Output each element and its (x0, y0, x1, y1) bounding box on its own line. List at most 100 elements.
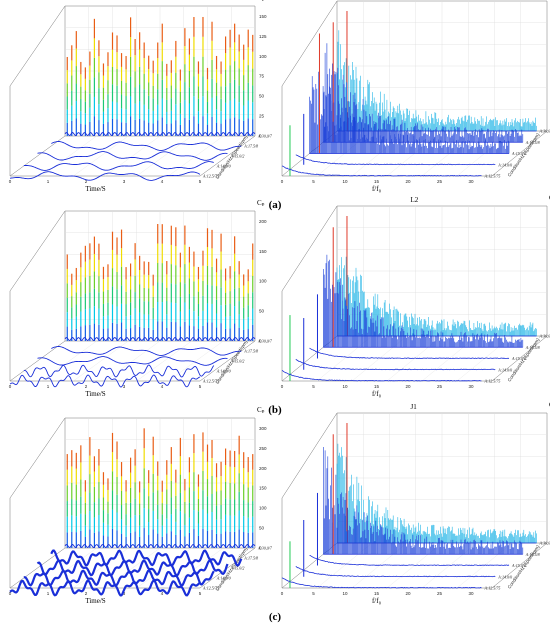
series-line (281, 370, 482, 382)
x-tick-label: 1 (47, 384, 50, 389)
axis-edge (491, 542, 548, 589)
z-tick-label: 100 (259, 54, 267, 59)
series-line (23, 364, 215, 378)
grid-line (73, 547, 129, 589)
series-label: A:17.5/8 (525, 345, 540, 350)
corner-label: Cₚ (257, 199, 265, 207)
grid-line (41, 340, 97, 382)
x-tick-label: 30 (468, 179, 474, 184)
series-line (9, 374, 201, 388)
x-tick-label: 10 (342, 179, 348, 184)
axes-box (9, 210, 256, 382)
grid-line (41, 547, 97, 589)
x-tick-label: 15 (374, 384, 380, 389)
x-tick-label: 5 (312, 384, 315, 389)
chart-0-left: 012345Time/S0255075100125150CₚCondition/… (9, 0, 273, 193)
series-label: A:15.0/2 (230, 566, 245, 571)
grid-line (168, 340, 224, 382)
axis-edge (9, 5, 66, 87)
series-line (9, 579, 201, 597)
series-label: A:14.0/0 (216, 164, 231, 169)
charts-layer: 012345Time/S0255075100125150CₚCondition/… (9, 0, 550, 605)
series-1 (323, 227, 524, 348)
series-3 (23, 364, 215, 378)
z-tick-label: 150 (259, 14, 267, 19)
series-2 (37, 151, 228, 161)
axes-box (281, 205, 548, 382)
panel-label-b: (b) (268, 404, 282, 416)
x-axis-label: f/f₀ (372, 597, 382, 605)
axes-box (281, 412, 548, 589)
series-label: A:30,0/7 (257, 134, 273, 140)
grid-line (168, 135, 224, 177)
series-0 (64, 223, 256, 342)
series-4 (281, 541, 482, 589)
axis-edge (491, 130, 548, 177)
x-tick-label: 0 (9, 384, 12, 389)
x-axis-label: f/f₀ (372, 390, 382, 398)
series-line (281, 577, 482, 589)
z-tick-label: 0 (259, 134, 262, 139)
series-4 (9, 171, 201, 181)
series-line (9, 171, 201, 181)
z-tick-label: 200 (259, 219, 267, 224)
series-0 (64, 428, 256, 549)
corner-label: Cₚ (257, 0, 265, 2)
x-tick-label: 5 (199, 591, 202, 596)
z-tick-label: 50 (259, 94, 265, 99)
series-3 (295, 318, 496, 371)
axis-edge (9, 210, 66, 292)
x-tick-label: 0 (281, 384, 284, 389)
series-1 (50, 549, 243, 567)
x-tick-label: 3 (123, 591, 126, 596)
x-tick-label: 0 (9, 179, 12, 184)
panel-label-a: (a) (269, 199, 282, 211)
series-4 (281, 125, 482, 177)
series-4 (281, 315, 482, 382)
series-label: A:30,0/7 (257, 339, 273, 345)
grid-line (73, 135, 129, 177)
series-label: A:12.5/75 (484, 586, 501, 591)
series-label: A:30,0/7 (257, 546, 273, 552)
corner-label: Cₚ (257, 406, 265, 414)
series-line (23, 161, 214, 171)
series-2 (309, 33, 510, 154)
x-tick-label: 25 (437, 384, 443, 389)
z-tick-label: 300 (259, 426, 267, 431)
chart-title: J1 (411, 403, 418, 411)
x-axis-label: Time/S (85, 185, 105, 193)
x-tick-label: 1 (47, 179, 50, 184)
grid-line (104, 135, 161, 177)
axes-box (9, 5, 256, 177)
series-1 (323, 434, 524, 555)
x-tick-label: 5 (312, 179, 315, 184)
series-label: A:12.5/75 (484, 379, 501, 384)
panel-label-c: (c) (269, 611, 282, 623)
x-tick-label: 30 (468, 591, 474, 596)
series-line (295, 154, 496, 166)
series-line (281, 165, 482, 177)
z-tick-label: 250 (259, 446, 267, 451)
series-4 (9, 374, 201, 388)
grid-line (168, 547, 224, 589)
z-tick-label: 75 (259, 74, 265, 79)
series-line (309, 347, 510, 359)
series-2 (37, 356, 228, 366)
z-tick-label: 50 (259, 526, 265, 531)
chart-1-right: 051015202530f/f₀01234567CₚL2Condition/Hz… (281, 194, 550, 398)
axis-edge (491, 335, 548, 382)
z-tick-label: 150 (259, 486, 267, 491)
series-line (323, 447, 524, 555)
series-label: A:30,0/7 (539, 541, 550, 547)
series-3 (295, 519, 496, 578)
series-label: A:15.0/2 (511, 356, 526, 361)
axis-edge (281, 412, 338, 499)
series-label: A:17.5/8 (243, 349, 258, 354)
x-tick-label: 0 (9, 591, 12, 596)
series-line (64, 336, 256, 342)
series-3 (295, 113, 496, 166)
axis-edge (199, 135, 256, 177)
x-tick-label: 2 (85, 179, 88, 184)
